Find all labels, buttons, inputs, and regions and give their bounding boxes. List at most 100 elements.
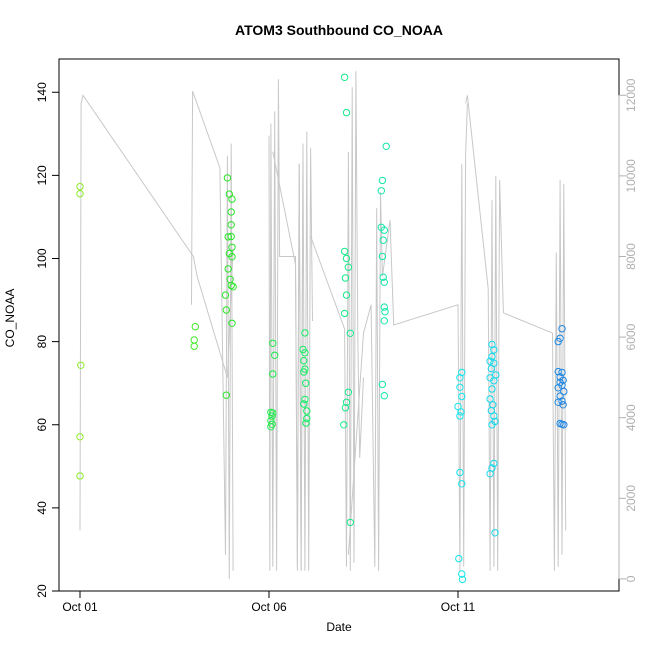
data-point-1 [76, 190, 84, 198]
secondary-line-segment-0 [79, 94, 234, 531]
data-point-28 [269, 370, 277, 378]
y-tick-label-0: 20 [35, 584, 49, 598]
data-point-52 [341, 274, 350, 282]
data-point-34 [269, 409, 277, 417]
y-tick-label-6: 140 [35, 82, 49, 102]
data-point-46 [302, 419, 310, 427]
data-point-49 [340, 247, 349, 256]
secondary-line-segment-6 [465, 95, 504, 571]
data-point-119 [558, 397, 566, 405]
data-point-3 [76, 433, 84, 441]
y-tick-label-3: 80 [35, 335, 49, 349]
data-point-12 [227, 221, 235, 229]
data-point-38 [300, 357, 308, 365]
data-point-73 [378, 380, 387, 389]
x-axis-label: Date [326, 620, 352, 634]
data-point-40 [300, 368, 308, 376]
data-point-26 [269, 339, 277, 347]
data-point-35 [301, 329, 309, 337]
secondary-y-tick-label-6: 12000 [624, 78, 638, 112]
data-point-4 [76, 472, 84, 480]
data-point-33 [267, 423, 275, 431]
data-point-43 [300, 400, 308, 408]
secondary-line-layer [79, 71, 567, 579]
data-point-84 [455, 554, 463, 563]
y-tick-label-5: 120 [35, 165, 49, 185]
data-point-74 [380, 392, 388, 400]
data-point-58 [341, 404, 350, 412]
data-point-80 [457, 408, 465, 416]
data-point-111 [558, 368, 566, 377]
data-point-2 [77, 361, 85, 369]
plot-frame [58, 58, 620, 592]
data-point-61 [382, 142, 390, 151]
data-point-37 [301, 349, 309, 357]
data-point-6 [190, 336, 198, 344]
chart-title: ATOM3 Southbound CO_NOAA [235, 22, 443, 38]
data-point-82 [456, 468, 464, 477]
y-tick-label-1: 40 [35, 501, 49, 515]
data-point-44 [303, 407, 311, 415]
data-point-48 [342, 108, 351, 117]
data-point-69 [380, 278, 388, 286]
data-point-30 [268, 412, 276, 420]
data-point-21 [229, 283, 237, 291]
data-point-68 [379, 273, 387, 281]
data-point-25 [222, 391, 231, 399]
data-point-65 [380, 226, 388, 234]
secondary-line-segment-5 [347, 103, 468, 571]
data-point-121 [559, 401, 567, 409]
secondary-y-tick-label-3: 6000 [624, 323, 638, 350]
data-point-55 [346, 329, 354, 337]
y-tick-label-2: 60 [35, 418, 49, 432]
y-tick-label-4: 100 [35, 248, 49, 268]
data-point-72 [380, 317, 388, 325]
data-point-88 [490, 346, 498, 354]
data-point-17 [228, 253, 236, 261]
secondary-y-axis: 0 2000 4000 6000 8000 10000 12000 [618, 78, 638, 582]
data-point-18 [224, 265, 232, 273]
secondary-y-tick-label-0: 0 [624, 575, 638, 582]
data-point-60 [346, 518, 354, 527]
data-point-24 [228, 319, 236, 327]
data-point-76 [456, 374, 464, 382]
data-point-116 [554, 384, 562, 392]
data-point-85 [458, 570, 466, 578]
data-point-71 [381, 308, 389, 316]
data-point-50 [342, 254, 351, 263]
data-point-77 [456, 383, 464, 391]
data-point-54 [340, 309, 349, 318]
secondary-y-tick-label-4: 8000 [624, 243, 638, 270]
data-point-79 [454, 402, 462, 411]
data-point-11 [227, 208, 235, 216]
data-point-100 [490, 412, 498, 420]
x-tick-label-1: Oct 06 [251, 600, 287, 614]
secondary-line-segment-1 [191, 91, 234, 579]
data-point-51 [344, 263, 353, 271]
data-point-107 [558, 325, 566, 333]
data-point-90 [486, 357, 494, 365]
secondary-line-segment-7 [503, 179, 567, 571]
secondary-y-tick-label-5: 10000 [624, 159, 638, 193]
scatter-points [76, 73, 568, 584]
data-point-57 [342, 398, 351, 406]
data-point-124 [560, 421, 568, 429]
data-point-97 [486, 395, 494, 403]
secondary-line-segment-4 [310, 71, 364, 571]
data-point-7 [190, 342, 198, 350]
data-point-66 [379, 236, 387, 244]
x-tick-label-0: Oct 01 [62, 600, 98, 614]
data-point-8 [223, 174, 232, 182]
data-point-0 [76, 182, 84, 191]
data-point-27 [271, 351, 279, 359]
data-point-56 [344, 388, 353, 396]
data-point-67 [378, 252, 387, 261]
data-point-23 [222, 306, 231, 314]
y-axis: 20 40 60 80 100 120 140 [35, 82, 60, 598]
data-point-59 [340, 421, 348, 429]
y-axis-label: CO_NOAA [3, 289, 17, 348]
data-point-20 [227, 281, 235, 290]
data-point-14 [227, 232, 235, 241]
data-point-81 [456, 412, 464, 420]
